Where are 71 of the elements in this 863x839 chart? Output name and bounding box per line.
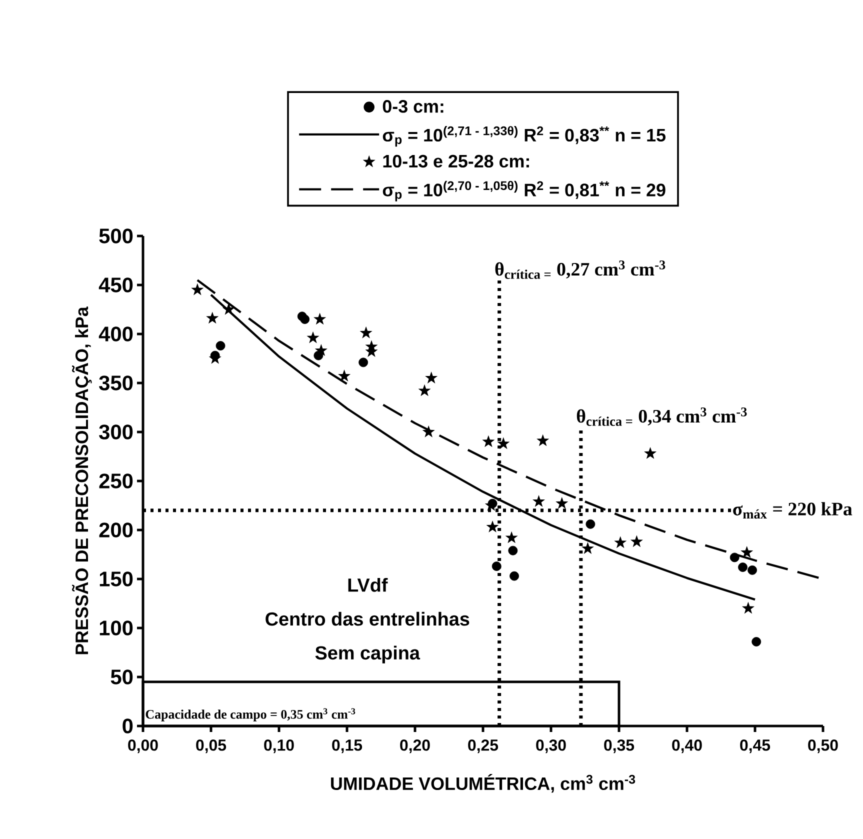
x-tick-label: 0,20 (400, 740, 430, 754)
x-tick-label: 0,10 (264, 740, 294, 754)
ref-line-label: σ$_{máx}$ = 220 kPa (733, 502, 852, 519)
point (314, 312, 326, 325)
point (614, 536, 627, 548)
point (581, 542, 594, 554)
y-tick-label: 200 (99, 522, 133, 538)
x-tick-label: 0,00 (128, 740, 158, 754)
point (486, 520, 499, 532)
point (206, 312, 219, 324)
point (338, 370, 351, 382)
ref-line-label: θ$_{crítica =}$ 0,27 cm$^{3}$ cm$^{-3}$ (495, 260, 666, 279)
annotation: LVdf (348, 578, 388, 592)
x-axis-title: UMIDADE VOLUMÉTRICA, cm$^{3}$ cm$^{-3}$ (331, 774, 636, 793)
point (740, 546, 754, 558)
point (748, 565, 757, 575)
point (497, 437, 510, 450)
point (738, 562, 748, 572)
point (586, 519, 596, 529)
x-tick-label: 0,30 (536, 740, 566, 754)
point (510, 571, 519, 581)
y-tick-label: 150 (100, 572, 133, 586)
x-tick-label: 0,05 (196, 740, 226, 754)
point (314, 344, 328, 356)
point (532, 494, 546, 507)
ref-line-label: θ$_{crítica =}$ 0,34 cm$^{3}$ cm$^{-3}$ (576, 407, 747, 426)
point (216, 341, 226, 350)
point (191, 283, 204, 296)
y-tick-label: 500 (99, 228, 133, 244)
x-tick-label: 0,25 (468, 740, 498, 754)
x-tick-label: 0,15 (332, 740, 362, 754)
x-tick-label: 0,45 (740, 740, 770, 754)
point (742, 602, 754, 614)
annotation: Capacidade de campo = 0,35 cm$^{3}$ cm$^{-3}$ (146, 708, 356, 722)
x-tick-label: 0,50 (808, 740, 838, 754)
point (358, 358, 368, 368)
annotation: Centro das entrelinhas (266, 612, 470, 626)
legend-label: 0-3 cm: (382, 100, 444, 113)
point (730, 552, 740, 562)
point (752, 637, 762, 646)
point (482, 435, 495, 448)
text: σ$_{p}$ = 10$^{(2,71 - 1,33θ)}$ R$^{2}$ = 0,83$^{**}$ n = 15 (382, 126, 666, 147)
point (360, 326, 372, 338)
point (505, 531, 518, 544)
point (222, 302, 235, 315)
point (536, 434, 550, 446)
y-tick-label: 0 (122, 718, 133, 734)
point (508, 546, 518, 556)
point (306, 331, 320, 344)
legend-label: 10-13 e 25-28 cm: (383, 154, 529, 168)
y-tick-label: 100 (100, 620, 133, 636)
point (556, 496, 568, 509)
point (300, 314, 310, 324)
x-tick-label: 0,40 (672, 740, 702, 754)
x-tick-label: 0,35 (604, 740, 634, 754)
point (425, 371, 438, 384)
y-tick-label: 400 (98, 326, 133, 342)
point (630, 535, 643, 548)
text: σ$_{p}$ = 10$^{(2,70 - 1,05θ)}$ R$^{2}$ = 0,81$^{**}$ n = 29 (382, 180, 666, 202)
y-axis-title: PRESSÃO DE PRECONSOLIDAÇÃO, kPa (72, 306, 92, 654)
point (484, 498, 498, 511)
point (418, 384, 431, 396)
y-tick-label: 50 (110, 670, 133, 684)
point (492, 562, 502, 571)
y-tick-label: 250 (99, 474, 133, 488)
y-tick-label: 450 (98, 278, 133, 292)
y-tick-label: 300 (99, 424, 133, 440)
point (422, 425, 435, 438)
annotation: Sem capina (315, 646, 420, 664)
point (644, 446, 657, 459)
y-tick-label: 350 (99, 376, 133, 390)
